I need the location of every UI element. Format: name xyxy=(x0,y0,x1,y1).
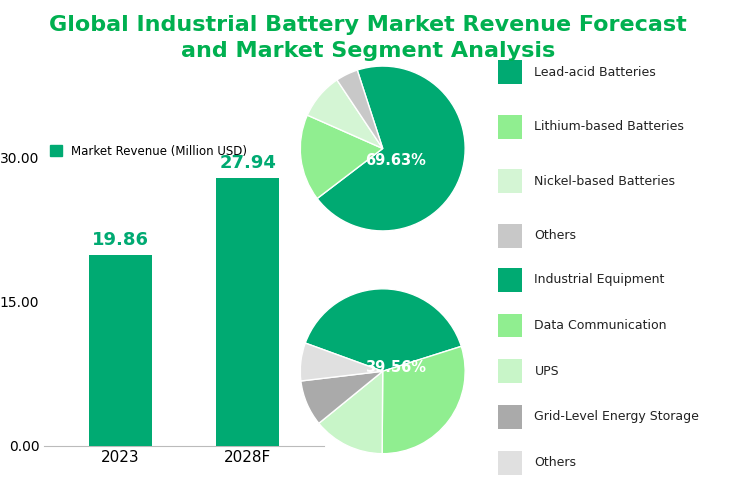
FancyBboxPatch shape xyxy=(498,405,523,429)
Wedge shape xyxy=(301,371,383,423)
Wedge shape xyxy=(308,80,383,148)
Text: Data Communication: Data Communication xyxy=(534,319,667,332)
Text: Lead-acid Batteries: Lead-acid Batteries xyxy=(534,66,657,79)
FancyBboxPatch shape xyxy=(498,169,523,193)
Text: Nickel-based Batteries: Nickel-based Batteries xyxy=(534,175,676,188)
FancyBboxPatch shape xyxy=(498,451,523,475)
FancyBboxPatch shape xyxy=(498,115,523,139)
Wedge shape xyxy=(300,343,383,381)
Wedge shape xyxy=(300,115,383,198)
Text: 19.86: 19.86 xyxy=(92,231,149,249)
Wedge shape xyxy=(337,70,383,148)
Text: 27.94: 27.94 xyxy=(219,154,276,172)
Text: Global Industrial Battery Market Revenue Forecast
and Market Segment Analysis: Global Industrial Battery Market Revenue… xyxy=(49,15,687,61)
Text: 69.63%: 69.63% xyxy=(364,153,425,168)
Text: Lithium-based Batteries: Lithium-based Batteries xyxy=(534,120,684,133)
FancyBboxPatch shape xyxy=(498,60,523,84)
FancyBboxPatch shape xyxy=(498,224,523,248)
FancyBboxPatch shape xyxy=(498,359,523,383)
Text: Others: Others xyxy=(534,456,576,469)
Text: Others: Others xyxy=(534,229,576,242)
Wedge shape xyxy=(319,371,383,454)
Text: UPS: UPS xyxy=(534,365,559,378)
Bar xyxy=(88,255,152,446)
Legend: Market Revenue (Million USD): Market Revenue (Million USD) xyxy=(50,145,247,157)
Text: Grid-Level Energy Storage: Grid-Level Energy Storage xyxy=(534,410,699,424)
Bar xyxy=(216,178,280,446)
Wedge shape xyxy=(305,289,461,371)
Wedge shape xyxy=(317,66,465,231)
FancyBboxPatch shape xyxy=(498,268,523,292)
FancyBboxPatch shape xyxy=(498,313,523,338)
Text: 39.56%: 39.56% xyxy=(364,360,425,375)
Wedge shape xyxy=(382,346,465,454)
Text: Industrial Equipment: Industrial Equipment xyxy=(534,273,665,286)
